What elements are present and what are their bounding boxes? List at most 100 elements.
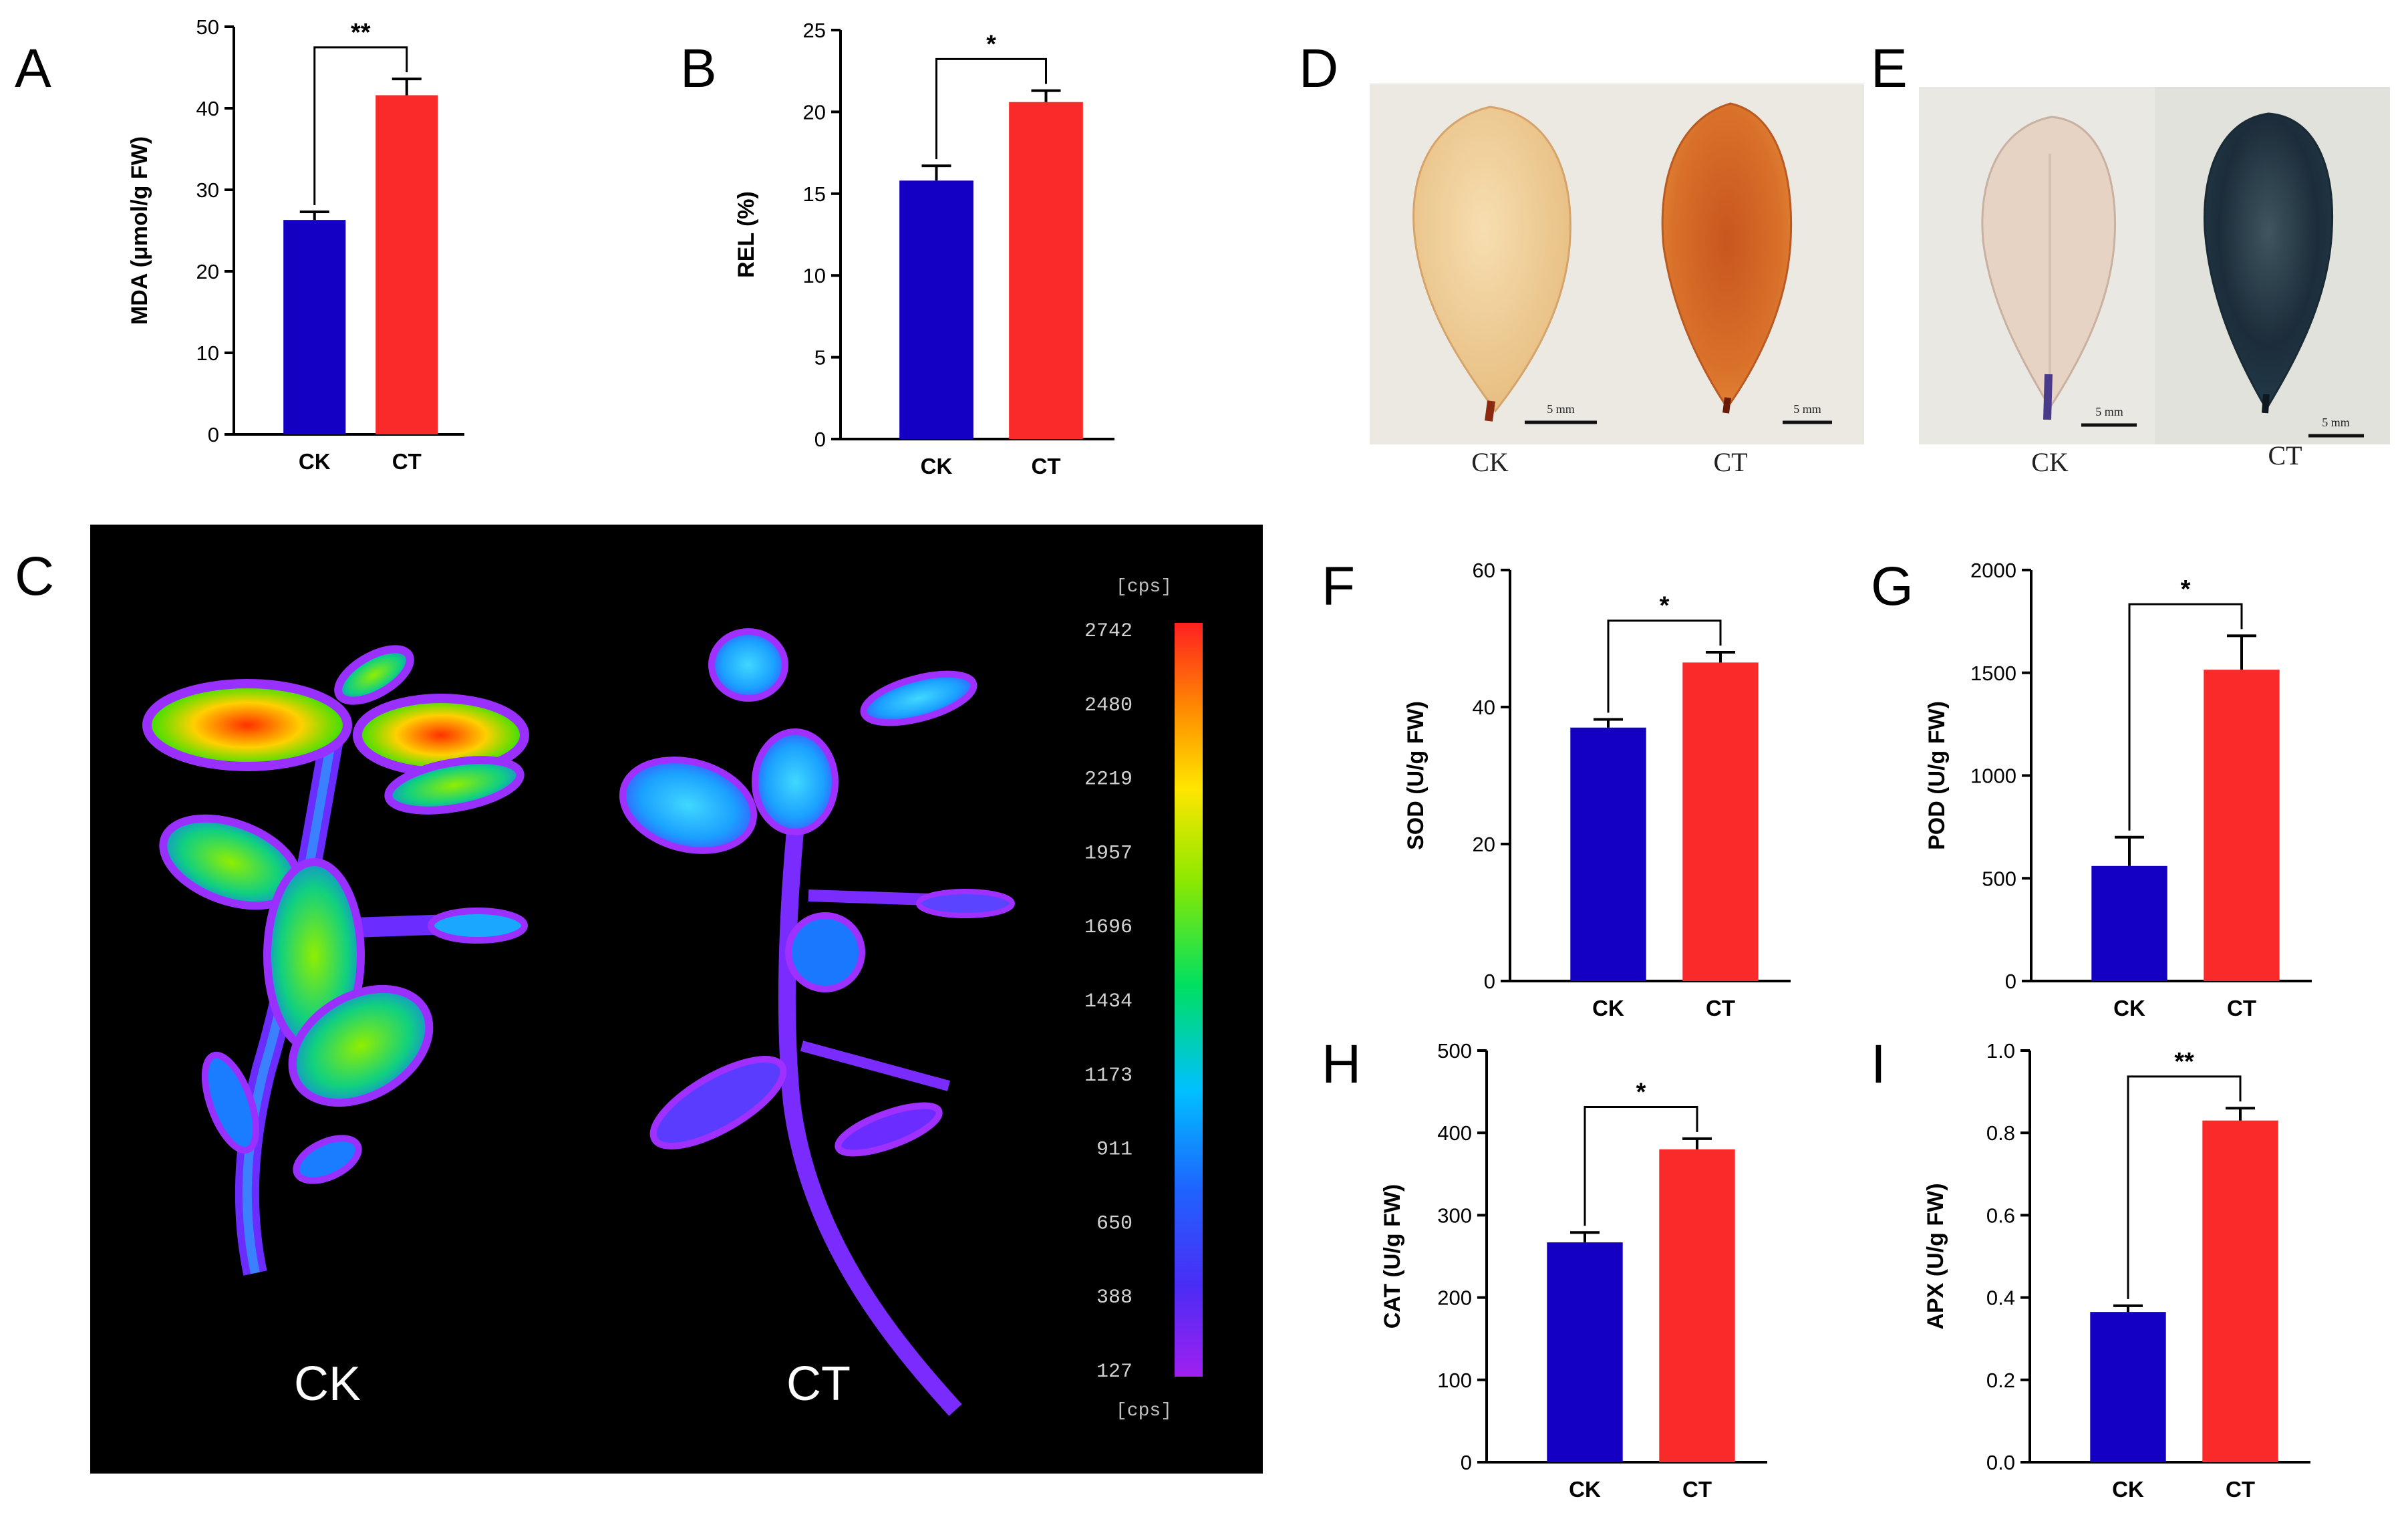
mda-y-tick-label: 10 xyxy=(196,341,219,365)
rel-y-tick-label: 5 xyxy=(814,346,826,370)
panel-letter-b: B xyxy=(680,38,717,99)
ck-leaf-branch-tip xyxy=(428,908,528,944)
panel-letters: A B C D E F G H I xyxy=(15,38,1914,1095)
sod-y-tick-label: 20 xyxy=(1473,833,1495,856)
rel-y-tick-label: 10 xyxy=(803,264,826,287)
mda-bar-ct xyxy=(375,95,438,435)
scale-bar-d-ck-label: 5 mm xyxy=(1547,402,1575,416)
cat-y-tick-label: 100 xyxy=(1437,1369,1472,1392)
cat-x-tick-label-ck: CK xyxy=(1569,1477,1601,1502)
ck-leaf-lower xyxy=(288,984,434,1107)
colorbar-unit-top: [cps] xyxy=(1116,577,1172,597)
mda-significance-bracket xyxy=(313,46,408,205)
sod-significance-bracket xyxy=(1607,619,1722,713)
mda-y-tick-label: 20 xyxy=(196,260,219,283)
pod-y-tick-label: 1000 xyxy=(1970,765,2016,788)
colorbar-tick-label: 650 xyxy=(1096,1212,1133,1235)
pod-bar-ct xyxy=(2204,670,2280,981)
colorbar-tick-label: 1957 xyxy=(1084,842,1133,865)
panel-c-label-ct: CT xyxy=(786,1357,851,1411)
scale-bar-d-ct-label: 5 mm xyxy=(1793,402,1821,416)
panel-c-imaging: CK CT [cps] [cps] 2742 2480 2219 1957 1696 14… xyxy=(90,525,1263,1474)
cat-x-tick-label-ct: CT xyxy=(1682,1477,1712,1502)
panel-letter-c: C xyxy=(15,546,54,607)
ck-leaf-low-left xyxy=(201,1051,260,1154)
ck-plant xyxy=(142,645,529,1276)
panel-e-photo: 5 mm 5 mm CK CT xyxy=(1919,87,2390,477)
ck-leaf-top-small xyxy=(334,645,414,705)
leaf-e-ck-petiole xyxy=(2043,374,2053,420)
colorbar-tick-label: 388 xyxy=(1096,1286,1133,1309)
apx-significance-bracket xyxy=(2127,1075,2242,1299)
apx-bar-ct xyxy=(2202,1120,2278,1462)
pod-y-axis-label: POD (U/g FW) xyxy=(1924,701,1950,850)
rel-y-tick-label: 25 xyxy=(803,19,826,42)
mda-x-tick-label-ct: CT xyxy=(392,449,422,474)
apx-x-tick-label-ct: CT xyxy=(2226,1477,2255,1502)
ct-plant-stem xyxy=(778,740,962,1416)
mda-x-tick-label-ck: CK xyxy=(299,449,331,474)
sod-y-axis-label: SOD (U/g FW) xyxy=(1403,701,1428,850)
ck-leaf-top-left xyxy=(142,679,352,771)
rel-y-tick-label: 15 xyxy=(803,182,826,206)
ct-leaf-lower-right xyxy=(835,1102,943,1157)
rel-significance-bracket xyxy=(935,57,1047,160)
ct-leaf-left xyxy=(619,756,758,854)
panel-d-photo: 5 mm 5 mm CK CT xyxy=(1370,84,1864,477)
cat-y-tick-label: 500 xyxy=(1437,1039,1472,1063)
mda-y-tick-label: 50 xyxy=(196,15,219,39)
mda-bar-ck xyxy=(283,220,346,434)
pod-x-tick-label-ck: CK xyxy=(2113,996,2145,1020)
apx-x-tick-label-ck: CK xyxy=(2112,1477,2144,1502)
chart-rel: 0 5 10 15 20 25 REL (%) CK CT * xyxy=(734,19,1114,478)
ct-leaf-branch-tip xyxy=(916,889,1015,918)
leaf-d-ct-petiole xyxy=(1722,397,1731,414)
colorbar-tick-label: 1696 xyxy=(1084,916,1133,939)
chart-pod: 0 500 1000 1500 2000 POD (U/g FW) CK CT * xyxy=(1924,559,2312,1020)
mda-y-tick-label: 40 xyxy=(196,97,219,120)
ck-plant-stem-core xyxy=(242,724,339,1274)
rel-y-axis-label: REL (%) xyxy=(734,191,759,278)
mda-y-tick-label: 0 xyxy=(208,423,219,446)
chart-sod: 0 20 40 60 SOD (U/g FW) CK CT * xyxy=(1403,559,1791,1020)
panel-c-label-ck: CK xyxy=(294,1357,361,1411)
apx-y-tick-label: 1.0 xyxy=(1986,1039,2015,1063)
colorbar-tick-label: 2480 xyxy=(1084,694,1133,717)
apx-y-tick-label: 0.6 xyxy=(1986,1204,2015,1227)
panel-letter-i: I xyxy=(1871,1034,1886,1095)
colorbar-tick-label: 127 xyxy=(1096,1361,1133,1383)
rel-x-tick-label-ct: CT xyxy=(1032,454,1061,478)
apx-significance-label: ** xyxy=(2174,1048,2194,1076)
colorbar-tick-label: 1173 xyxy=(1084,1065,1133,1087)
panel-e-label-ck: CK xyxy=(2031,447,2069,477)
colorbar-tick-label: 911 xyxy=(1096,1139,1133,1161)
apx-y-tick-label: 0.2 xyxy=(1986,1369,2015,1392)
sod-x-tick-label-ck: CK xyxy=(1592,996,1624,1020)
sod-significance-label: * xyxy=(1660,592,1670,620)
sod-bar-ck xyxy=(1570,727,1646,981)
panel-letter-f: F xyxy=(1322,556,1355,617)
pod-y-tick-label: 500 xyxy=(1982,867,2016,890)
rel-bar-ck xyxy=(899,180,973,439)
panel-letter-a: A xyxy=(15,38,51,99)
panel-e-label-ct: CT xyxy=(2268,440,2302,470)
ct-plant-branch-b xyxy=(800,1041,951,1091)
cat-y-tick-label: 300 xyxy=(1437,1204,1472,1227)
cat-bar-ct xyxy=(1659,1149,1735,1462)
ct-leaf-center xyxy=(752,728,839,835)
cat-significance-bracket xyxy=(1584,1106,1698,1226)
leaf-d-ck xyxy=(1412,106,1571,413)
chart-apx: 0.0 0.2 0.4 0.6 0.8 1.0 APX (U/g FW) CK CT ** xyxy=(1923,1039,2310,1502)
ct-leaf-lower-left xyxy=(649,1056,787,1149)
pod-significance-label: * xyxy=(2181,575,2191,603)
cat-significance-label: * xyxy=(1636,1079,1646,1107)
sod-y-tick-label: 40 xyxy=(1473,696,1495,719)
cat-y-tick-label: 400 xyxy=(1437,1121,1472,1145)
colorbar-tick-label: 2742 xyxy=(1084,620,1133,643)
apx-bar-ck xyxy=(2090,1312,2166,1462)
apx-y-tick-label: 0.8 xyxy=(1986,1121,2015,1145)
sod-y-tick-label: 0 xyxy=(1484,970,1495,993)
colorbar-unit-bottom: [cps] xyxy=(1116,1401,1172,1421)
leaf-e-ct-petiole xyxy=(2262,394,2270,414)
